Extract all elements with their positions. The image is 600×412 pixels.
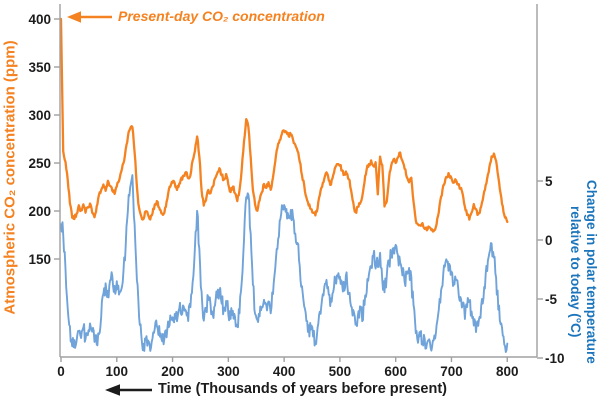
right-axis-title-line1: Change in polar temperature: [584, 180, 599, 364]
x-axis-tick-600: 600: [384, 364, 407, 379]
x-axis-tick-200: 200: [161, 364, 184, 379]
right-axis-title-line2: relative to today (°C): [568, 206, 583, 338]
x-axis-tick-800: 800: [495, 364, 519, 379]
left-axis-tick-250: 250: [28, 155, 51, 171]
right-axis-tick-5: 5: [545, 173, 553, 189]
left-axis-title: Atmospheric CO₂ concentration (ppm): [1, 40, 19, 315]
co2-line: [59, 17, 509, 233]
left-axis-tick-200: 200: [28, 203, 51, 219]
x-axis-tick-100: 100: [105, 364, 129, 379]
x-axis-tick-700: 700: [440, 364, 463, 379]
x-axis-tick-400: 400: [272, 364, 296, 379]
time-direction-arrow-icon: [105, 384, 152, 396]
left-axis-tick-300: 300: [28, 107, 51, 123]
left-axis-tick-150: 150: [28, 251, 51, 267]
right-axis-title: Change in polar temperature relative to …: [567, 152, 599, 392]
x-axis-tick-0: 0: [57, 364, 65, 379]
x-axis-title: Time (Thousands of years before present): [158, 381, 447, 397]
present-day-arrow-icon: [67, 11, 112, 23]
data-series-lines: [59, 17, 509, 353]
left-axis-tick-350: 350: [28, 59, 51, 75]
axes-frame: [54, 4, 543, 362]
present-day-co2-annotation: Present-day CO₂ concentration: [118, 8, 325, 24]
x-axis-tick-500: 500: [328, 364, 352, 379]
temperature-line: [60, 174, 509, 353]
right-axis-tick--10: -10: [545, 350, 565, 366]
x-axis-tick-300: 300: [217, 364, 240, 379]
left-axis-tick-400: 400: [28, 11, 51, 27]
right-axis-tick--5: -5: [545, 291, 558, 307]
right-axis-tick-0: 0: [545, 232, 553, 248]
